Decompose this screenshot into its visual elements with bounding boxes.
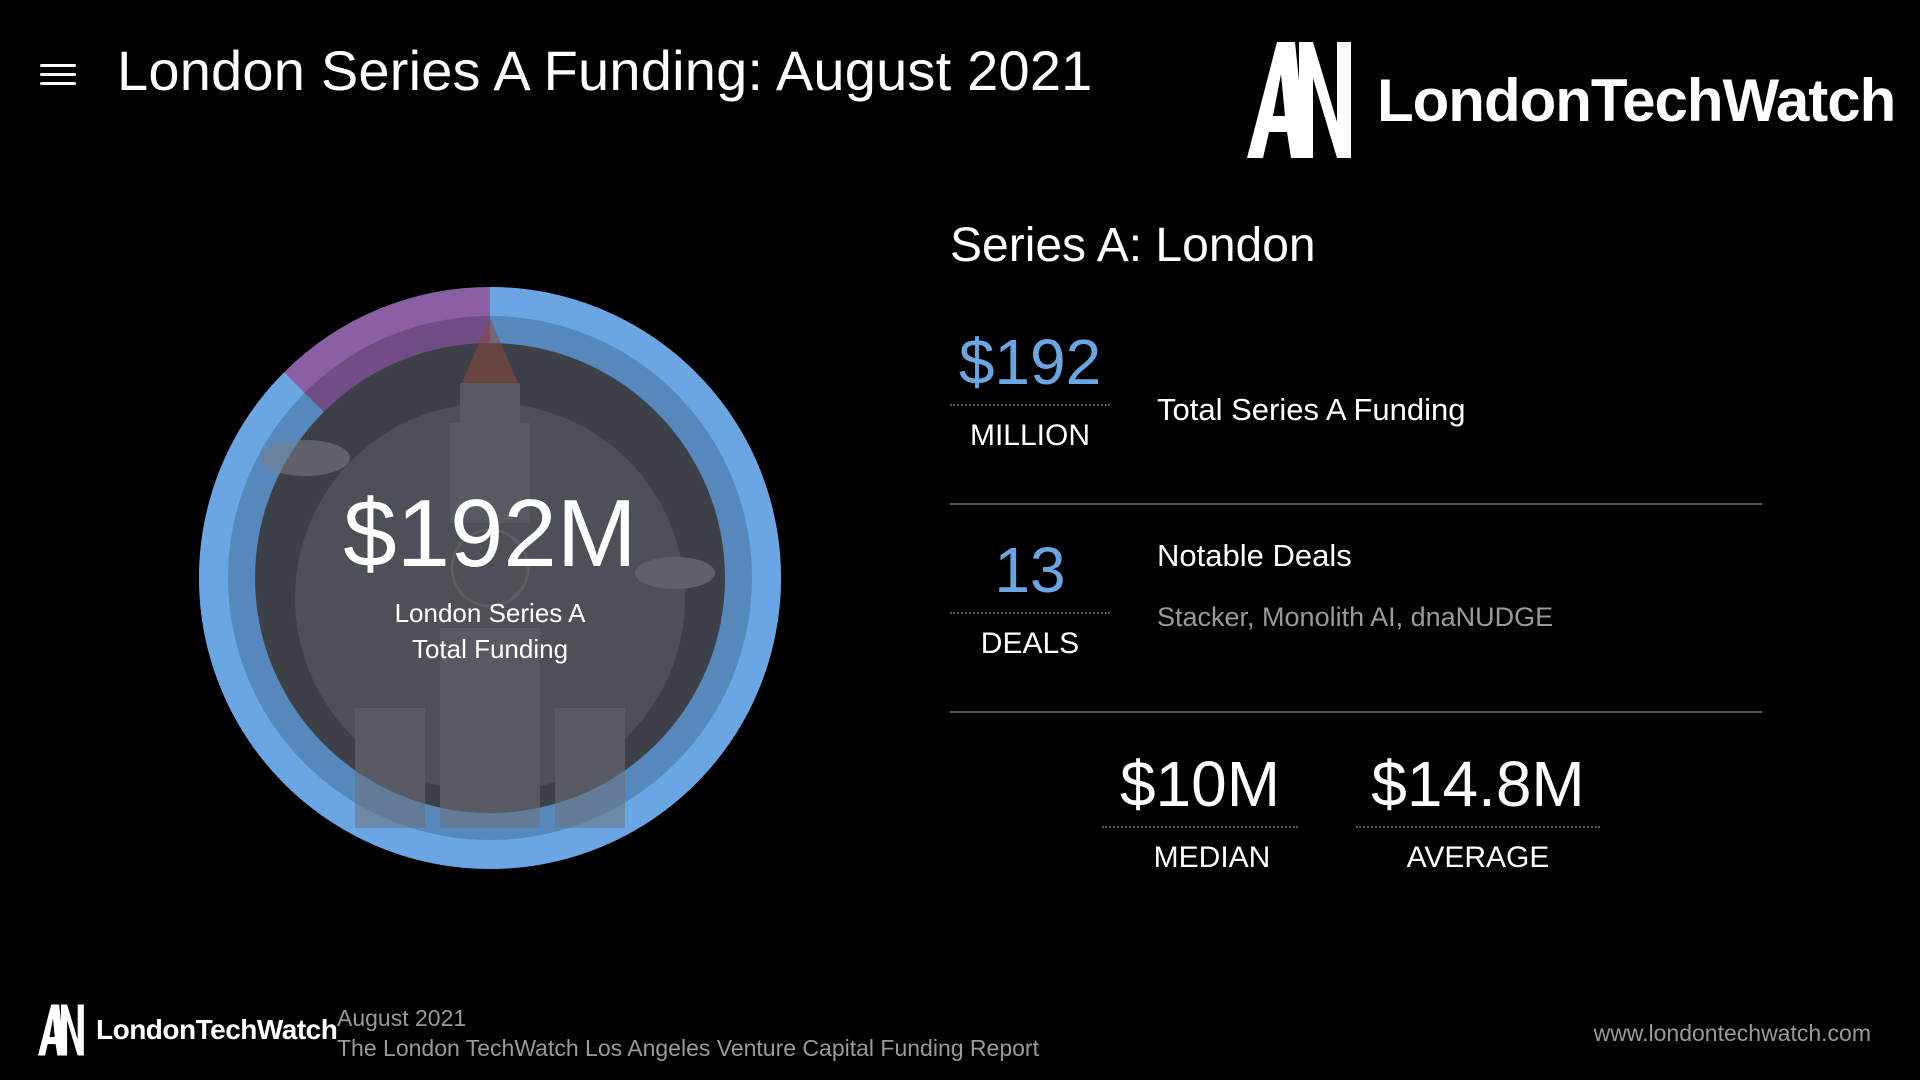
footer-logo-text: LondonTechWatch xyxy=(96,1014,338,1045)
logo-mark-icon xyxy=(38,1004,84,1056)
deals-value: 13 xyxy=(994,534,1066,606)
donut-center-value: $192M xyxy=(343,480,637,587)
divider xyxy=(950,711,1762,713)
donut-svg xyxy=(198,286,782,870)
logo-text: LondonTechWatch xyxy=(1377,66,1896,134)
deals-unit: DEALS xyxy=(980,627,1080,660)
average-value: $14.8M xyxy=(1371,748,1585,820)
menu-icon[interactable] xyxy=(40,58,76,94)
footer-report-title: The London TechWatch Los Angeles Venture… xyxy=(337,1035,1039,1061)
notable-deals-list: Stacker, Monolith AI, dnaNUDGE xyxy=(1157,602,1554,632)
donut-center: $192M London Series A Total Funding xyxy=(170,258,810,898)
median-label: MEDIAN xyxy=(1153,841,1271,874)
footer-date: August 2021 xyxy=(337,1005,467,1031)
total-funding-unit: MILLION xyxy=(969,419,1091,452)
total-funding-description: Total Series A Funding xyxy=(1157,392,1466,427)
footer-logo[interactable]: LondonTechWatch xyxy=(38,1004,338,1056)
divider xyxy=(950,503,1762,505)
donut-center-label: London Series A Total Funding xyxy=(394,598,586,664)
stat-divider xyxy=(950,404,1110,406)
average-stat: $14.8M AVERAGE xyxy=(1355,748,1601,878)
stat-divider xyxy=(1356,826,1600,828)
big-ben-illustration xyxy=(260,318,715,828)
stat-divider xyxy=(950,612,1110,614)
brand-logo[interactable]: LondonTechWatch xyxy=(1247,40,1896,160)
total-funding-stat: $192 MILLION xyxy=(945,326,1115,456)
median-stat: $10M MEDIAN xyxy=(1100,748,1300,878)
deals-stat: 13 DEALS xyxy=(945,534,1115,664)
section-title: Series A: London xyxy=(950,219,1316,272)
donut-slice-1 xyxy=(284,287,491,414)
page-title: London Series A Funding: August 2021 xyxy=(117,39,1093,102)
logo-mark-icon xyxy=(1247,42,1351,158)
footer-url-link[interactable]: www.londontechwatch.com xyxy=(1593,1020,1871,1046)
deals-description: Notable Deals xyxy=(1157,538,1352,573)
median-value: $10M xyxy=(1119,748,1281,820)
average-label: AVERAGE xyxy=(1406,841,1550,874)
total-funding-value: $192 xyxy=(958,326,1102,398)
funding-donut-chart: $192M London Series A Total Funding xyxy=(170,258,810,898)
stat-divider xyxy=(1102,826,1298,828)
